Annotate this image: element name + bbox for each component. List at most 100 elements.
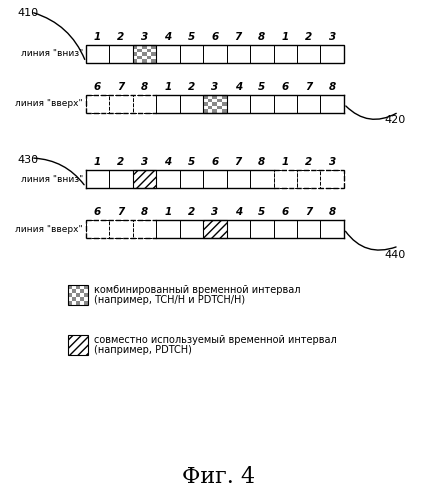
Text: 2: 2	[188, 207, 195, 217]
Bar	[222, 110, 226, 113]
Bar	[72, 297, 76, 301]
Bar	[72, 301, 76, 305]
Bar	[297, 45, 321, 63]
Bar	[133, 45, 137, 48]
Text: комбинированный временной интервал: комбинированный временной интервал	[94, 285, 300, 295]
Bar	[321, 45, 344, 63]
Text: 1: 1	[282, 32, 289, 42]
Bar	[321, 95, 344, 113]
Bar	[137, 45, 142, 48]
Bar	[156, 220, 180, 238]
Bar	[147, 52, 152, 56]
Bar	[203, 220, 226, 238]
Text: 2: 2	[117, 157, 125, 167]
Bar	[250, 95, 273, 113]
Bar	[68, 297, 72, 301]
Text: 6: 6	[94, 82, 101, 92]
Bar	[208, 110, 212, 113]
Text: 6: 6	[282, 207, 289, 217]
Text: линия "вниз": линия "вниз"	[21, 50, 83, 58]
Text: 5: 5	[188, 32, 195, 42]
Bar	[226, 45, 250, 63]
Bar	[203, 98, 208, 102]
Bar	[208, 102, 212, 106]
Bar	[212, 102, 217, 106]
Text: 5: 5	[258, 207, 265, 217]
Bar	[208, 98, 212, 102]
Bar	[152, 48, 156, 52]
Text: 8: 8	[329, 82, 336, 92]
Text: 2: 2	[117, 32, 125, 42]
Bar	[84, 285, 88, 289]
Bar	[156, 95, 180, 113]
Text: 7: 7	[117, 82, 125, 92]
Bar	[212, 98, 217, 102]
Text: 2: 2	[188, 82, 195, 92]
Bar	[72, 289, 76, 293]
Text: 3: 3	[329, 32, 336, 42]
Bar	[147, 60, 152, 63]
Bar	[133, 220, 156, 238]
Bar	[137, 60, 142, 63]
Bar	[203, 110, 208, 113]
Text: 3: 3	[211, 82, 218, 92]
Bar	[297, 220, 321, 238]
Bar	[321, 220, 344, 238]
Bar	[250, 45, 273, 63]
Bar	[133, 52, 137, 56]
Bar	[217, 106, 222, 110]
Text: Фиг. 4: Фиг. 4	[182, 466, 256, 488]
Bar	[109, 170, 133, 188]
Text: 410: 410	[17, 8, 39, 18]
Bar	[147, 48, 152, 52]
Bar	[152, 52, 156, 56]
Bar	[80, 285, 84, 289]
Bar	[142, 48, 147, 52]
Bar	[222, 98, 226, 102]
Bar	[133, 170, 156, 188]
Text: 8: 8	[258, 157, 265, 167]
Bar	[152, 60, 156, 63]
Text: 3: 3	[141, 32, 148, 42]
Text: 8: 8	[329, 207, 336, 217]
Text: 1: 1	[164, 207, 172, 217]
Bar	[76, 293, 80, 297]
Text: 430: 430	[17, 155, 39, 165]
Text: 7: 7	[235, 32, 242, 42]
Text: (например, TCH/H и PDTCH/H): (например, TCH/H и PDTCH/H)	[94, 295, 245, 305]
Bar	[152, 56, 156, 59]
Bar	[68, 301, 72, 305]
Bar	[273, 220, 297, 238]
Text: 8: 8	[141, 207, 148, 217]
Bar	[68, 285, 88, 305]
Bar	[80, 297, 84, 301]
Text: 6: 6	[211, 157, 218, 167]
Bar	[133, 48, 137, 52]
Text: 1: 1	[164, 82, 172, 92]
Text: 4: 4	[164, 32, 172, 42]
Bar	[109, 95, 133, 113]
Bar	[137, 48, 142, 52]
Bar	[180, 45, 203, 63]
Bar	[203, 45, 226, 63]
Text: (например, PDTCH): (например, PDTCH)	[94, 345, 191, 355]
Bar	[142, 60, 147, 63]
Bar	[72, 293, 76, 297]
Bar	[273, 45, 297, 63]
Bar	[203, 170, 226, 188]
Bar	[217, 98, 222, 102]
Text: 4: 4	[164, 157, 172, 167]
Bar	[137, 56, 142, 59]
Text: 4: 4	[235, 207, 242, 217]
Bar	[72, 285, 76, 289]
Text: линия "вниз": линия "вниз"	[21, 174, 83, 184]
Text: линия "вверх": линия "вверх"	[15, 100, 83, 108]
Bar	[133, 95, 156, 113]
Bar	[86, 95, 109, 113]
Bar	[76, 297, 80, 301]
Bar	[180, 220, 203, 238]
Text: 1: 1	[282, 157, 289, 167]
Bar	[68, 289, 72, 293]
Text: 3: 3	[141, 157, 148, 167]
Bar	[86, 45, 109, 63]
